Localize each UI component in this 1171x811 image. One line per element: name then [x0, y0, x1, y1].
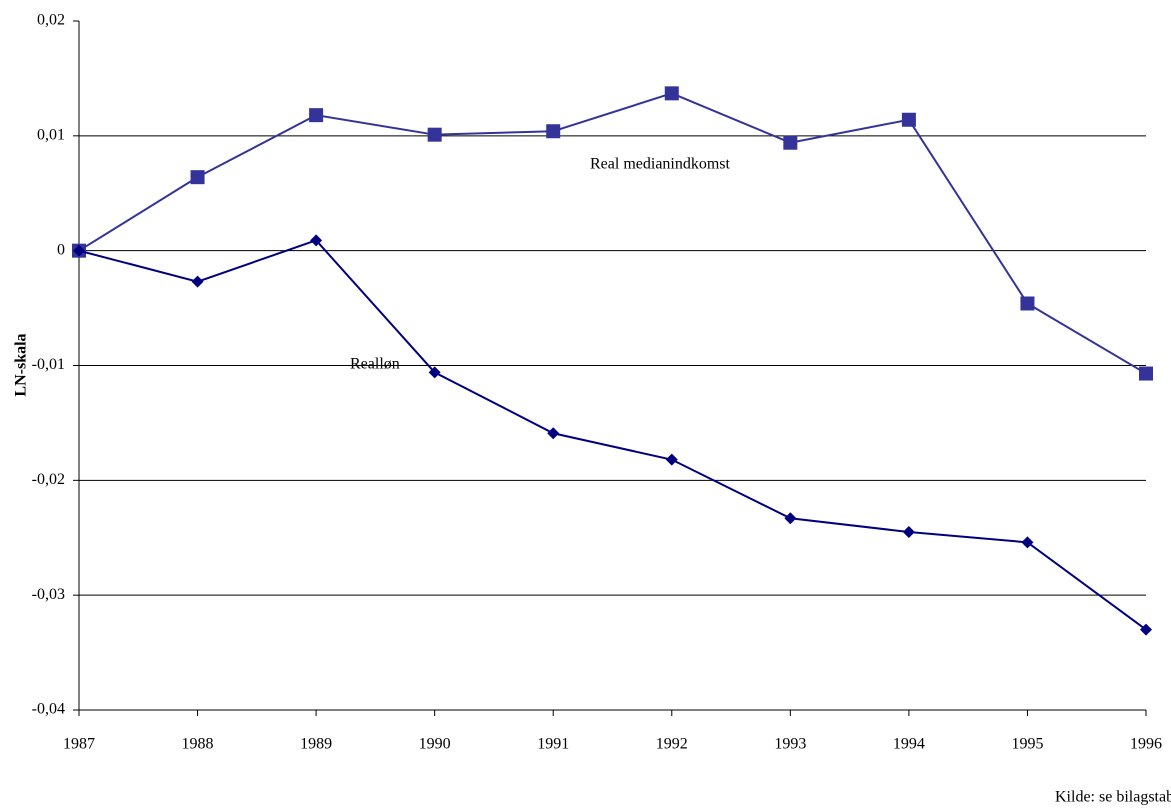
- x-tick-label: 1988: [182, 736, 214, 753]
- x-tick-label: 1996: [1130, 736, 1162, 753]
- y-tick-label: 0: [57, 241, 65, 258]
- marker: [783, 135, 798, 150]
- marker: [546, 124, 561, 139]
- x-tick-label: 1994: [893, 736, 925, 753]
- marker: [1021, 536, 1034, 549]
- marker: [901, 112, 916, 127]
- series-label: Realløn: [350, 356, 400, 373]
- x-tick-label: 1987: [63, 736, 95, 753]
- marker: [191, 275, 204, 288]
- y-tick-label: 0,01: [37, 127, 65, 144]
- marker: [309, 108, 324, 123]
- x-tick-label: 1993: [774, 736, 806, 753]
- x-tick-label: 1990: [419, 736, 451, 753]
- y-tick-label: -0,01: [32, 356, 65, 373]
- x-tick-label: 1992: [656, 736, 688, 753]
- marker: [428, 366, 441, 379]
- source-note: Kilde: se bilagstabeller: [1055, 789, 1171, 806]
- marker: [310, 234, 323, 247]
- marker: [902, 526, 915, 539]
- marker: [547, 427, 560, 440]
- marker: [784, 512, 797, 525]
- y-axis-label: LN-skala: [13, 333, 30, 396]
- x-tick-label: 1989: [300, 736, 332, 753]
- y-tick-label: -0,03: [32, 586, 65, 603]
- marker: [1140, 623, 1152, 636]
- x-tick-label: 1991: [537, 736, 569, 753]
- marker: [665, 453, 678, 466]
- series-line: [78, 92, 1147, 375]
- marker: [664, 86, 679, 101]
- y-tick-label: -0,04: [32, 701, 65, 718]
- marker: [1020, 296, 1035, 311]
- y-tick-label: -0,02: [32, 471, 65, 488]
- marker: [73, 244, 85, 257]
- y-tick-label: 0,02: [37, 12, 65, 29]
- marker: [427, 127, 442, 142]
- marker: [190, 170, 205, 185]
- marker: [1139, 366, 1153, 381]
- series-line: [78, 239, 1147, 631]
- x-tick-label: 1995: [1011, 736, 1043, 753]
- series-label: Real medianindkomst: [590, 156, 731, 173]
